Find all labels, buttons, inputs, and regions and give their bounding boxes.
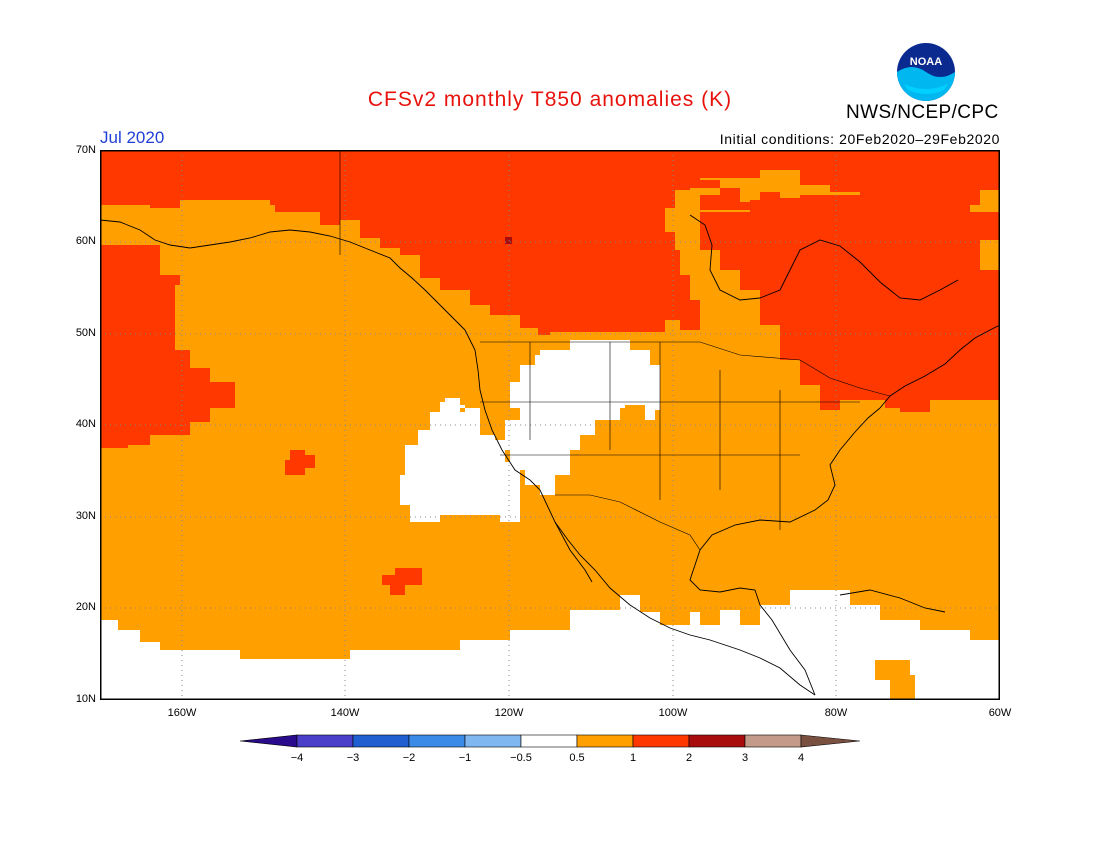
colorbar-swatch-10 (800, 734, 861, 748)
anomaly-region-red-pacific-1 (285, 450, 315, 475)
lat-label-20n: 20N (75, 601, 96, 613)
anomaly-region-white-rockies (535, 340, 660, 410)
coastline-gulf (689, 407, 881, 696)
coastline-alaska (99, 219, 466, 331)
lat-label-30n: 30N (75, 510, 96, 522)
lon-label-80w: 80W (824, 707, 848, 719)
anomaly-region-orange-patch (875, 660, 915, 700)
lon-label-120w: 120W (494, 707, 524, 719)
anomaly-region-white-south (100, 590, 1000, 700)
agency-label: NWS/NCEP/CPC (846, 102, 999, 123)
lat-label-70n: 70N (75, 144, 96, 156)
map-canvas (99, 149, 1001, 701)
colorbar-swatch-8 (688, 734, 746, 748)
anomaly-region-red-canada-main (340, 150, 1000, 412)
noaa-logo-icon: NOAA (897, 43, 955, 101)
colorbar-swatch-4 (464, 734, 522, 748)
colorbar-swatch-0 (240, 734, 298, 748)
colorbar-label-neg1: −1 (458, 752, 472, 764)
coastline-east-canada (879, 324, 1001, 409)
lon-label-160w: 160W (167, 707, 197, 719)
initial-conditions: Initial conditions: 20Feb2020–29Feb2020 (719, 131, 1000, 147)
colorbar-swatch-1 (296, 734, 354, 748)
colorbar-label-3: 3 (741, 752, 749, 764)
coastlines (99, 214, 1001, 696)
lat-label-50n: 50N (75, 327, 96, 339)
anomaly-map (99, 149, 1001, 701)
coastline-baja (554, 521, 593, 583)
anomaly-region-red-bc-dot (538, 318, 550, 335)
colorbar-label-neg2: −2 (402, 752, 416, 764)
lat-label-60n: 60N (75, 235, 96, 247)
colorbar-label-05: 0.5 (569, 752, 585, 764)
anomaly-region-red-pacific-2 (382, 568, 422, 595)
logo-text: NOAA (910, 56, 942, 68)
chart-title: CFSv2 monthly T850 anomalies (K) (367, 88, 733, 111)
colorbar-label-1: 1 (629, 752, 637, 764)
colorbar-swatch-5 (520, 734, 578, 748)
colorbar-swatch-7 (632, 734, 690, 748)
colorbar-label-neg05: −0.5 (510, 752, 532, 764)
coastline-hudson (689, 214, 959, 301)
lon-label-140w: 140W (330, 707, 360, 719)
colorbar (240, 734, 861, 748)
colorbar-label-4: 4 (797, 752, 805, 764)
colorbar-label-neg3: −3 (346, 752, 360, 764)
lon-label-60w: 60W (988, 707, 1012, 719)
lon-label-100w: 100W (658, 707, 688, 719)
anomaly-region-red-alaska-west (100, 245, 235, 448)
colorbar-swatch-9 (744, 734, 802, 748)
colorbar-swatch-3 (408, 734, 466, 748)
map-frame (99, 149, 1001, 701)
colorbar-label-2: 2 (685, 752, 693, 764)
anomaly-region-red-arctic-west (100, 150, 340, 225)
lat-label-40n: 40N (75, 418, 96, 430)
lat-label-10n: 10N (75, 693, 96, 705)
map-gridlines (100, 150, 1000, 700)
colorbar-label-neg4: −4 (290, 752, 304, 764)
coastline-cuba (839, 589, 946, 613)
anomaly-region-white-pacific-2 (400, 402, 520, 522)
forecast-period: Jul 2020 (100, 128, 165, 147)
colorbar-swatch-2 (352, 734, 410, 748)
colorbar-swatch-6 (576, 734, 634, 748)
political-borders (339, 150, 891, 551)
coastline-west-us (464, 329, 816, 696)
